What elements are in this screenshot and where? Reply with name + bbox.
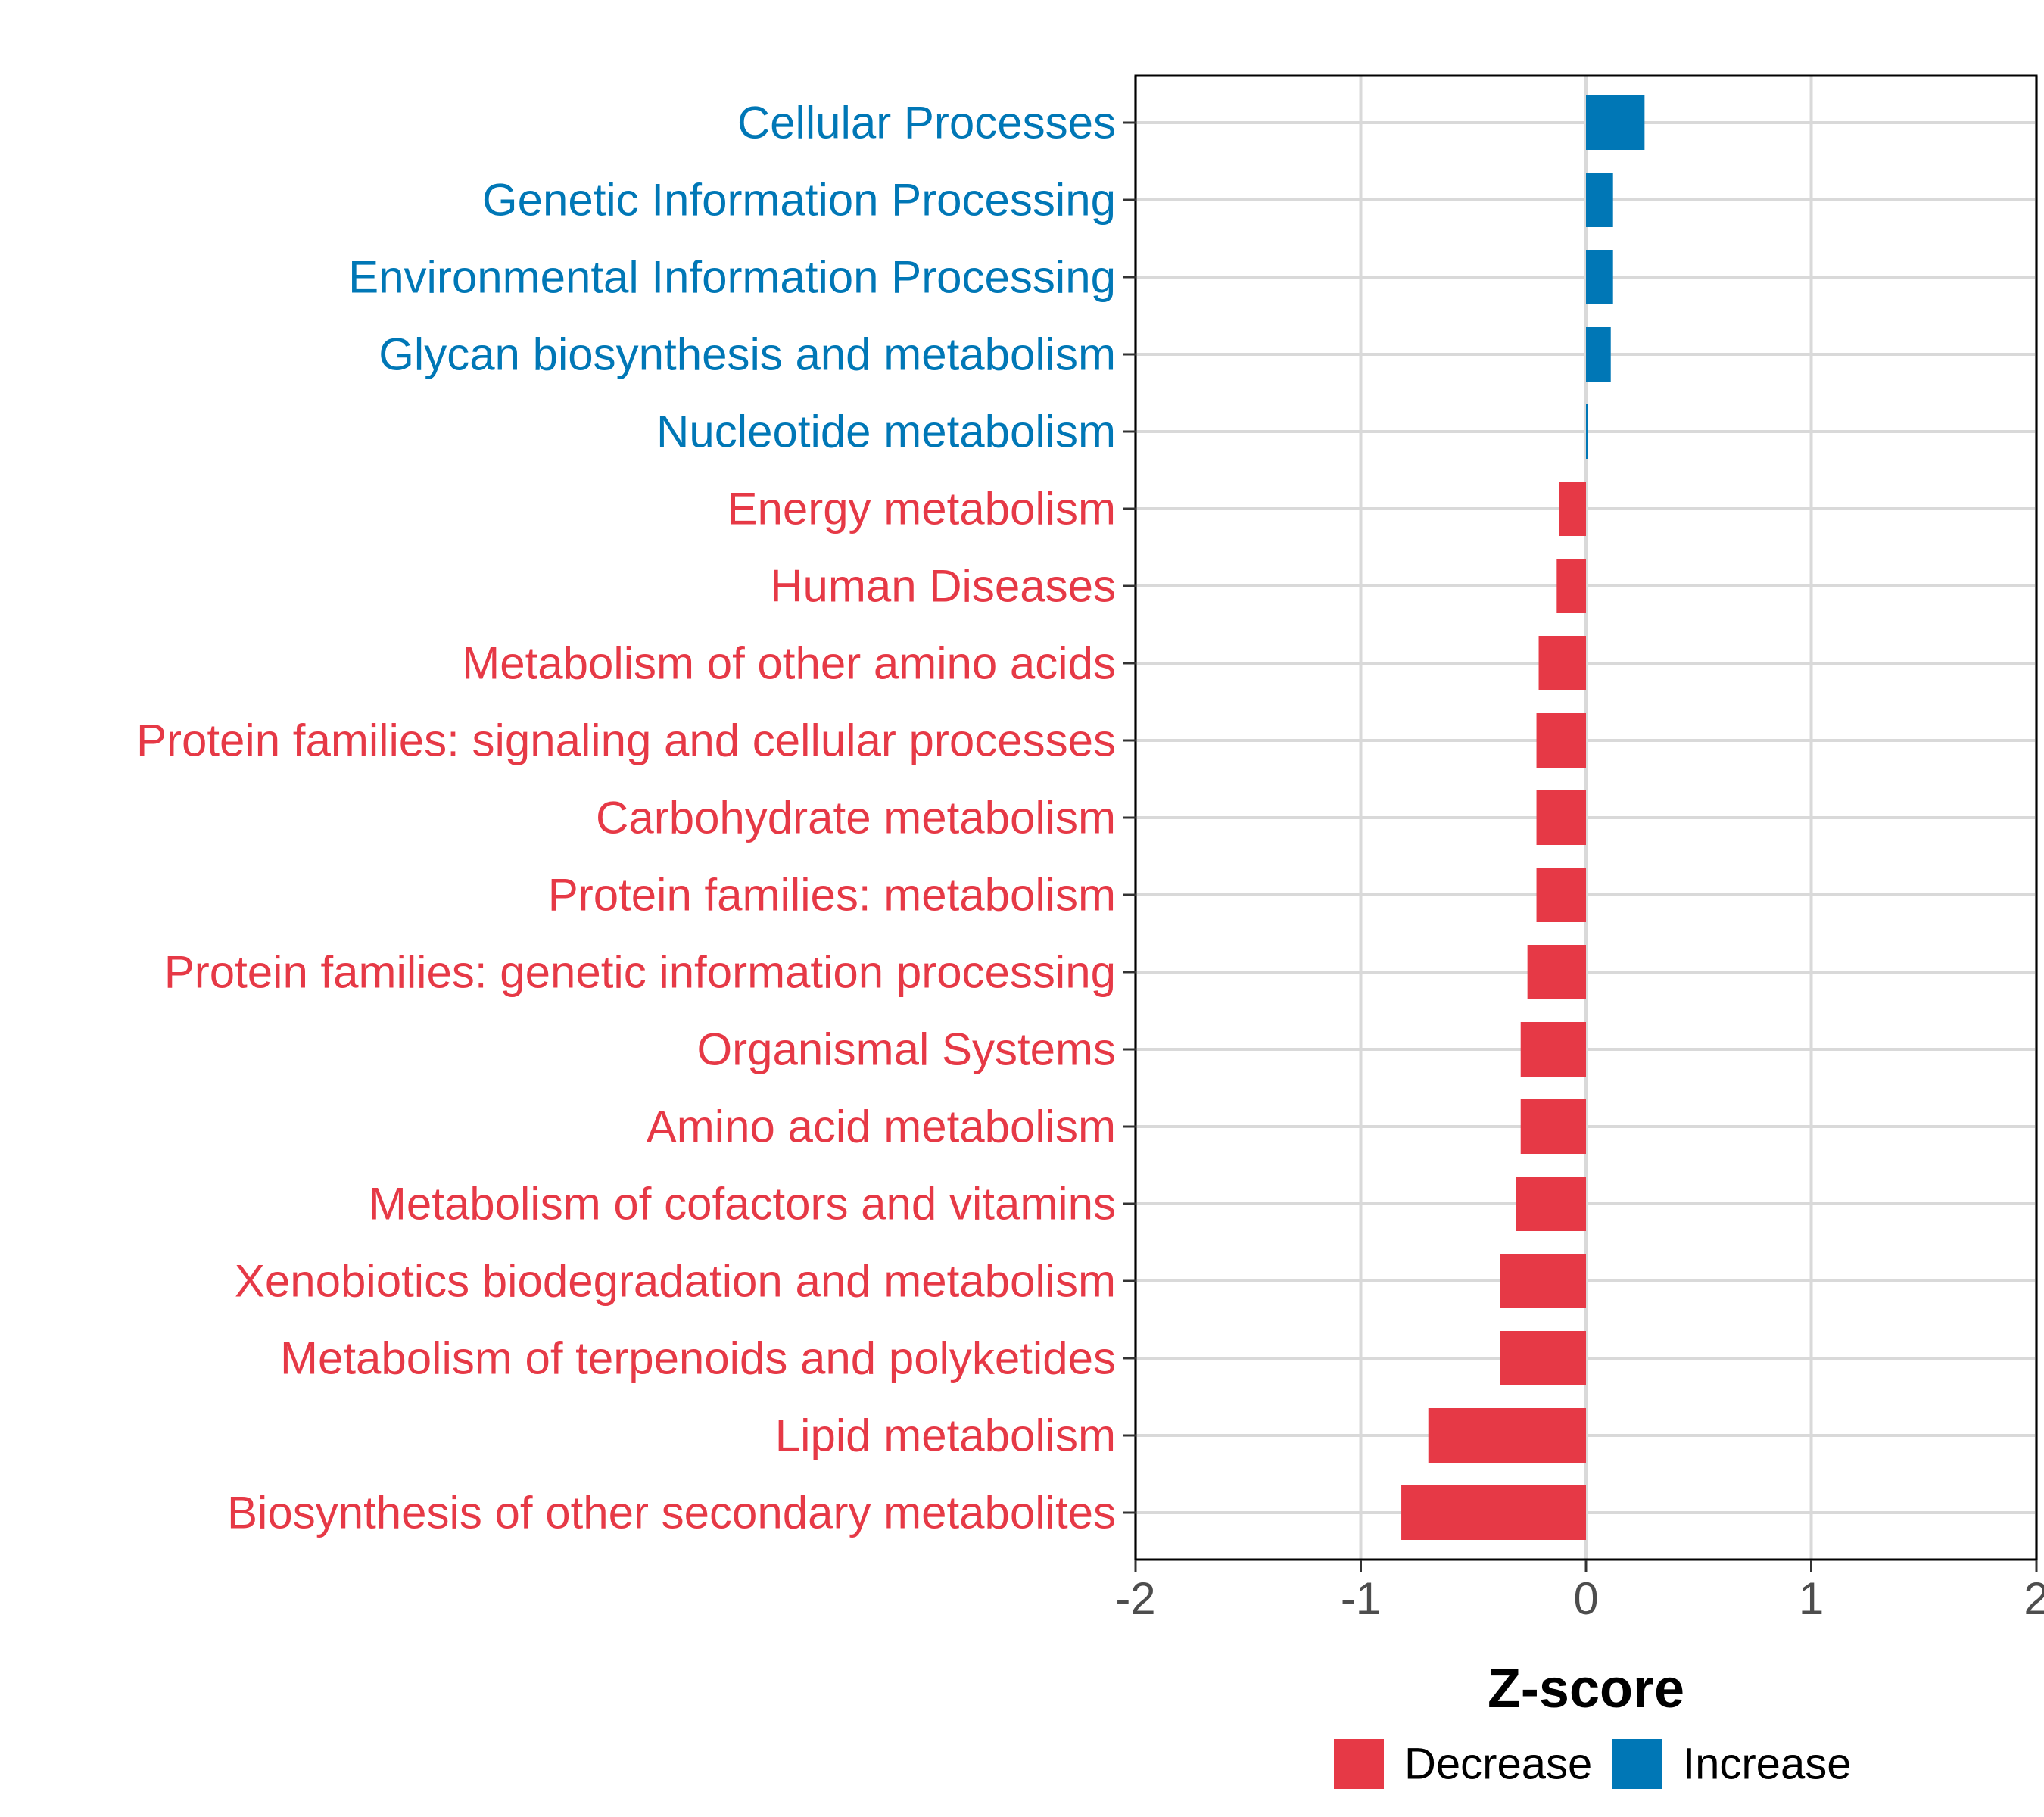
category-label-18: Biosynthesis of other secondary metaboli… <box>227 1488 1116 1538</box>
bar-4 <box>1586 404 1588 459</box>
category-label-3: Glycan biosynthesis and metabolism <box>379 329 1116 380</box>
x-axis-title: Z-score <box>1488 1659 1684 1719</box>
category-label-11: Protein families: genetic information pr… <box>164 947 1116 998</box>
x-tick-label-0: -2 <box>1115 1573 1155 1624</box>
category-label-1: Genetic Information Processing <box>482 175 1116 226</box>
category-label-12: Organismal Systems <box>697 1024 1116 1075</box>
x-tick-label-4: 2 <box>2024 1573 2044 1624</box>
bar-15 <box>1500 1254 1586 1308</box>
legend-label-increase: Increase <box>1683 1740 1851 1789</box>
category-label-2: Environmental Information Processing <box>348 252 1116 303</box>
bar-14 <box>1516 1177 1586 1231</box>
bar-6 <box>1556 559 1586 613</box>
bar-13 <box>1520 1099 1586 1154</box>
bar-8 <box>1536 713 1586 768</box>
bar-3 <box>1586 327 1611 382</box>
category-label-14: Metabolism of cofactors and vitamins <box>369 1179 1116 1230</box>
bar-2 <box>1586 250 1613 304</box>
bar-5 <box>1559 482 1586 536</box>
x-axis-ticks: -2 -1 0 1 2 <box>1115 1560 2044 1624</box>
bars <box>1401 95 1645 1540</box>
category-label-4: Nucleotide metabolism <box>656 407 1116 457</box>
bar-1 <box>1586 173 1613 227</box>
bar-10 <box>1536 868 1586 922</box>
bar-16 <box>1500 1331 1586 1385</box>
category-label-9: Carbohydrate metabolism <box>596 793 1116 843</box>
bar-18 <box>1401 1485 1586 1540</box>
category-label-17: Lipid metabolism <box>775 1410 1116 1461</box>
bar-17 <box>1428 1408 1586 1463</box>
legend-label-decrease: Decrease <box>1404 1740 1592 1789</box>
legend: Decrease Increase <box>1334 1739 1851 1789</box>
category-label-7: Metabolism of other amino acids <box>462 638 1116 689</box>
legend-key-increase <box>1612 1739 1662 1789</box>
bar-0 <box>1586 95 1645 150</box>
category-label-16: Metabolism of terpenoids and polyketides <box>280 1333 1116 1384</box>
x-tick-label-2: 0 <box>1573 1573 1598 1624</box>
legend-key-decrease <box>1334 1739 1384 1789</box>
category-label-10: Protein families: metabolism <box>548 870 1116 921</box>
category-label-13: Amino acid metabolism <box>647 1102 1116 1152</box>
category-label-0: Cellular Processes <box>737 98 1116 148</box>
bar-7 <box>1538 636 1586 690</box>
category-label-5: Energy metabolism <box>727 484 1116 535</box>
category-label-8: Protein families: signaling and cellular… <box>136 715 1116 766</box>
x-tick-label-1: -1 <box>1341 1573 1381 1624</box>
bar-12 <box>1520 1022 1586 1077</box>
category-label-15: Xenobiotics biodegradation and metabolis… <box>235 1256 1116 1307</box>
bar-11 <box>1527 945 1586 999</box>
x-tick-label-3: 1 <box>1799 1573 1824 1624</box>
y-axis-labels: Cellular Processes Genetic Information Pr… <box>136 98 1116 1538</box>
category-label-6: Human Diseases <box>770 561 1116 612</box>
y-axis-ticks <box>1123 121 1136 1514</box>
bar-9 <box>1536 790 1586 845</box>
